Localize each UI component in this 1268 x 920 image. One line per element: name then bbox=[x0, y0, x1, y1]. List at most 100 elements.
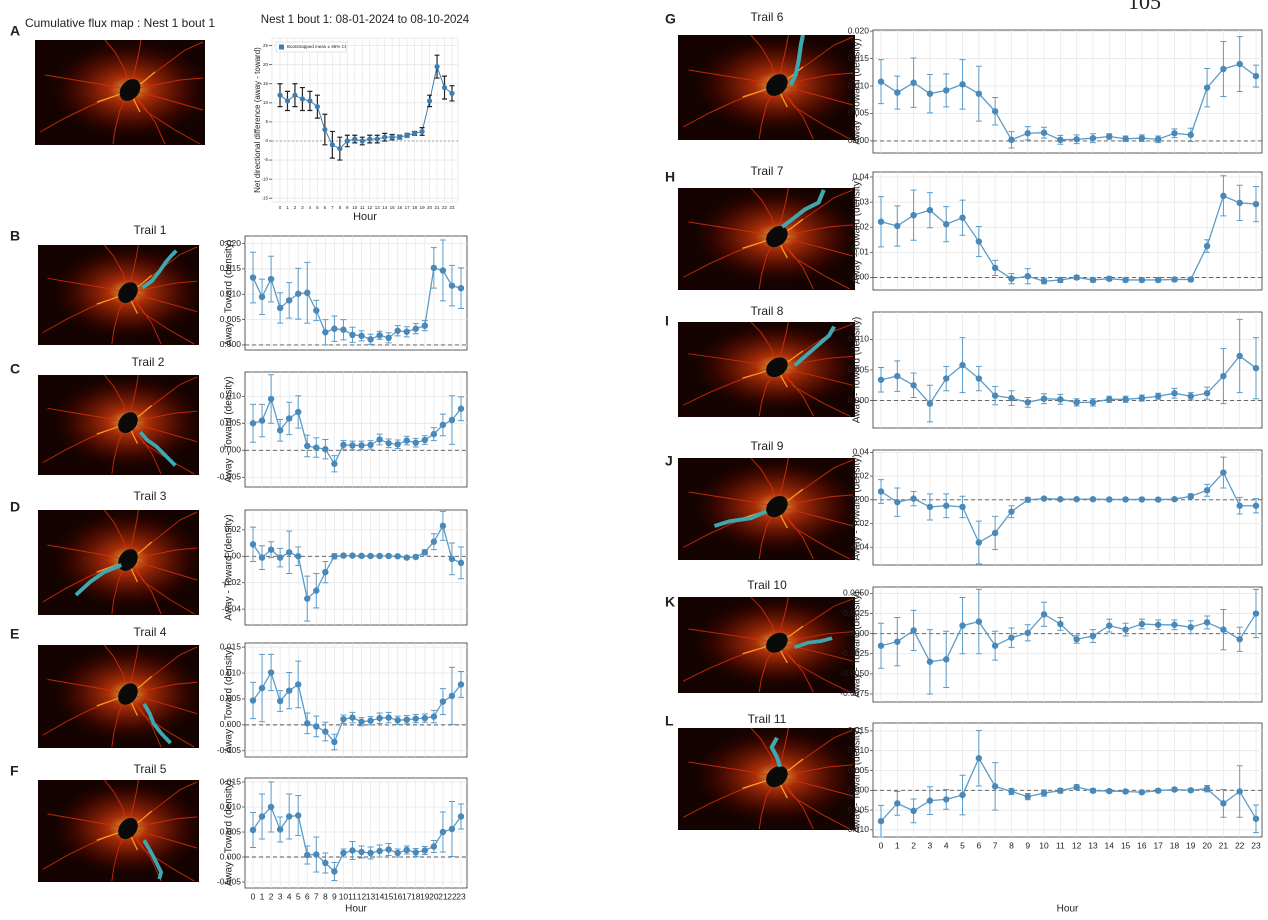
data-point bbox=[331, 739, 337, 745]
data-point bbox=[449, 826, 455, 832]
panel: CTrail 2-0.0050.0000.0050.010Away - Towa… bbox=[10, 355, 467, 487]
data-point bbox=[376, 848, 382, 854]
data-point bbox=[427, 98, 432, 103]
data-point bbox=[431, 539, 437, 545]
data-point bbox=[349, 442, 355, 448]
data-point bbox=[1057, 496, 1063, 502]
data-point bbox=[304, 443, 310, 449]
data-point bbox=[250, 541, 256, 547]
data-point bbox=[413, 326, 419, 332]
x-axis-label: Hour bbox=[1057, 904, 1079, 915]
x-tick-label: 22 bbox=[1235, 840, 1245, 850]
data-point bbox=[322, 860, 328, 866]
data-point bbox=[259, 417, 265, 423]
y-axis-label: Away - Toward (density) bbox=[224, 514, 235, 620]
data-point bbox=[313, 587, 319, 593]
x-tick-label: 8 bbox=[1009, 840, 1014, 850]
data-point bbox=[1139, 789, 1145, 795]
panel-letter: A bbox=[10, 23, 20, 39]
data-point bbox=[259, 554, 265, 560]
data-point bbox=[976, 90, 982, 96]
trail-title: Trail 10 bbox=[747, 578, 787, 592]
data-point bbox=[349, 847, 355, 853]
data-point bbox=[360, 138, 365, 143]
data-point bbox=[458, 285, 464, 291]
x-tick-label: 0 bbox=[251, 891, 256, 901]
data-point bbox=[268, 396, 274, 402]
page-number: 105 bbox=[1128, 0, 1161, 14]
trail-title: Trail 1 bbox=[134, 223, 167, 237]
data-point bbox=[295, 553, 301, 559]
data-point bbox=[1106, 622, 1112, 628]
data-point bbox=[313, 723, 319, 729]
data-point bbox=[1090, 277, 1096, 283]
x-tick-label: 23 bbox=[1251, 840, 1261, 850]
x-tick-label: 11 bbox=[360, 205, 365, 210]
data-point bbox=[1025, 630, 1031, 636]
data-point bbox=[376, 553, 382, 559]
data-point bbox=[277, 427, 283, 433]
data-point bbox=[385, 846, 391, 852]
data-point bbox=[894, 223, 900, 229]
data-point bbox=[292, 93, 297, 98]
data-point bbox=[440, 422, 446, 428]
data-point bbox=[1139, 496, 1145, 502]
data-point bbox=[367, 850, 373, 856]
data-point bbox=[927, 659, 933, 665]
data-point bbox=[375, 136, 380, 141]
data-point bbox=[1139, 277, 1145, 283]
data-point bbox=[1188, 276, 1194, 282]
x-tick-label: 1 bbox=[895, 840, 900, 850]
data-point bbox=[1106, 496, 1112, 502]
data-point bbox=[440, 267, 446, 273]
data-point bbox=[959, 81, 965, 87]
data-point bbox=[1236, 788, 1242, 794]
data-point bbox=[385, 335, 391, 341]
data-point bbox=[943, 375, 949, 381]
data-point bbox=[376, 332, 382, 338]
panel-letter: C bbox=[10, 361, 20, 377]
data-point bbox=[304, 290, 310, 296]
data-point bbox=[340, 716, 346, 722]
y-tick-label: 10 bbox=[263, 100, 269, 105]
data-point bbox=[1025, 793, 1031, 799]
data-point bbox=[405, 133, 410, 138]
data-point bbox=[376, 436, 382, 442]
data-point bbox=[1155, 277, 1161, 283]
flux-map bbox=[38, 510, 199, 615]
data-point bbox=[1139, 621, 1145, 627]
y-axis-label: Away - Toward (density) bbox=[224, 647, 235, 753]
data-point bbox=[340, 850, 346, 856]
data-point bbox=[1188, 787, 1194, 793]
data-point bbox=[315, 104, 320, 109]
flux-map-image bbox=[678, 188, 855, 290]
data-point bbox=[277, 554, 283, 560]
x-tick-label: 2 bbox=[911, 840, 916, 850]
flux-map-image bbox=[38, 510, 199, 615]
panel: DTrail 3-0.04-0.020.000.02Away - Toward … bbox=[10, 489, 467, 625]
data-point bbox=[910, 80, 916, 86]
data-point bbox=[1073, 636, 1079, 642]
data-point bbox=[878, 643, 884, 649]
data-point bbox=[1220, 800, 1226, 806]
data-point bbox=[878, 377, 884, 383]
x-tick-label: 9 bbox=[332, 891, 337, 901]
x-tick-label: 13 bbox=[1088, 840, 1098, 850]
data-point bbox=[412, 131, 417, 136]
panel-letter: L bbox=[665, 713, 674, 729]
x-tick-label: 2 bbox=[269, 891, 274, 901]
data-point bbox=[1155, 136, 1161, 142]
data-point bbox=[300, 96, 305, 101]
data-point bbox=[1025, 497, 1031, 503]
panel-letter: G bbox=[665, 11, 676, 27]
y-axis-label: Away - Toward (density) bbox=[224, 240, 235, 346]
data-point bbox=[1073, 399, 1079, 405]
data-point bbox=[1073, 496, 1079, 502]
data-point bbox=[943, 87, 949, 93]
legend-swatch bbox=[279, 45, 284, 50]
x-tick-label: 5 bbox=[960, 840, 965, 850]
y-axis-label: Away - Toward (density) bbox=[224, 376, 235, 482]
x-tick-label: 9 bbox=[1025, 840, 1030, 850]
data-point bbox=[313, 307, 319, 313]
